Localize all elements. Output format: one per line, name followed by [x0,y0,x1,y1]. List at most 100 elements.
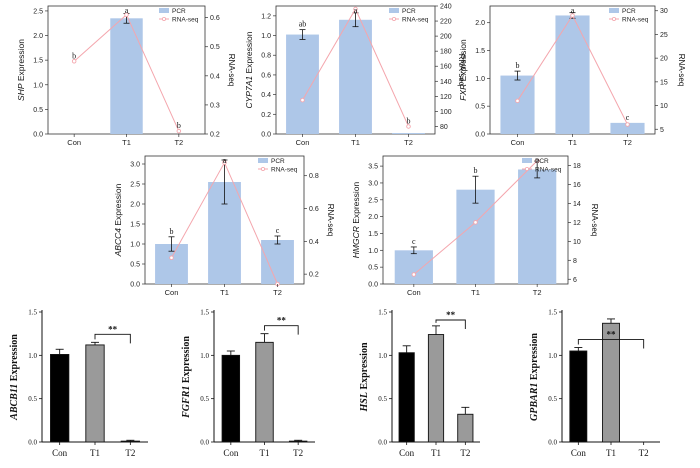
y-tick-label: 0.5 [378,395,387,403]
y-tick-label: 1.0 [378,352,387,360]
y2-tick-label: 0.6 [309,206,319,213]
rnaseq-point [625,122,630,127]
sig-letter: b [407,116,411,125]
chart-gpbar1: 0.0 0.5 1.0 1.5 Con T1 T2 ** GPBAR1 Expression [529,309,660,458]
y-tick-label: 0.0 [548,439,557,447]
y-tick-label: 0.0 [130,282,140,289]
legend-marker-rnaseq [260,166,265,171]
sig-letter: b [516,61,520,70]
y2-tick-label: 120 [440,94,452,101]
bar-pcr-t1 [110,18,143,134]
chart-shp: 0.0 0.5 1.0 1.5 2.0 2.5 0.2 0.3 0.4 0.5 0.6 b a b Con T… [16,5,236,147]
y-tick-label: 0.5 [200,395,209,403]
y-tick-label: 1.0 [33,82,43,89]
rnaseq-point [534,158,540,163]
bar-pcr-t1 [555,15,590,135]
x-tick-label: T2 [125,448,135,458]
legend-swatch-pcr [389,8,399,13]
y2-tick-label: 100 [440,109,452,116]
rnaseq-point [222,160,227,165]
x-tick-label: T2 [174,138,183,147]
y-tick-label: 0.5 [475,104,485,111]
sig-letter: c [626,113,630,122]
y-axis-label-suffix: Expression [351,181,361,226]
y-tick-label: 0.4 [261,92,271,99]
y-tick-label: 0.5 [28,395,37,403]
bar-con [221,354,241,443]
rnaseq-point [169,255,174,260]
x-tick-label: Con [511,138,525,147]
y-tick-label: 0.0 [33,132,43,139]
x-tick-label: Con [52,448,68,458]
y2-tick-label: 240 [440,4,452,11]
y-tick-label: 0.5 [33,107,43,114]
y-axis-label-suffix: Expression [16,39,26,84]
legend-label-pcr: PCR [535,158,549,165]
x-tick-label: T1 [471,288,480,297]
y-tick-label: 0.0 [200,439,209,447]
sig-letter: b [177,121,181,130]
bar-pcr-con [394,250,433,284]
y-tick-label: 2.0 [368,214,378,221]
y-tick-label: 1.0 [130,242,140,249]
y-tick-label: 1.5 [28,309,37,317]
significance-bracket [94,333,131,344]
rnaseq-point [411,272,417,277]
y2-tick-label: 6 [573,277,577,284]
x-tick-label: T2 [533,288,542,297]
y2-tick-label: 16 [573,182,581,189]
y-tick-label: 2.0 [130,202,140,209]
bar-pcr-t2 [518,169,557,284]
y2-tick-label: 15 [660,79,668,86]
y-axis-label: GPBAR1 Expression [529,333,540,421]
y-tick-label: 1.2 [261,13,271,20]
y-tick-label: 0.2 [261,112,271,119]
sig-letter: a [125,6,129,15]
y-tick-label: 0.0 [261,132,271,139]
y-tick-label: 1.5 [368,231,378,238]
y2-tick-label: 0.2 [210,132,220,139]
x-tick-label: T1 [568,138,577,147]
x-tick-label: T1 [220,288,229,297]
y-tick-label: 0.8 [261,53,271,60]
bar-t2 [457,413,474,443]
y-axis-label-gene: GPBAR1 [529,383,540,421]
rnaseq-point [124,12,129,17]
y-tick-label: 1.5 [548,309,557,317]
significance-label: ** [277,316,287,326]
y-tick-label: 1.5 [378,309,387,317]
legend-label-rnaseq: RNA-seq [402,17,429,24]
y-tick-label: 1.0 [200,352,209,360]
bar-pcr-t1 [456,189,495,284]
legend-label-rnaseq: RNA-seq [271,167,298,174]
y-axis-label-suffix: Expression [359,342,370,392]
significance-bracket [264,325,299,335]
chart-cyp7a1: 0.0 0.2 0.4 0.6 0.8 1.0 1.2 80 100 120 140 160 180 20… [244,4,466,148]
y-tick-label: 2.5 [33,8,43,15]
x-tick-label: Con [223,448,239,458]
significance-bracket [577,339,645,349]
x-tick-label: Con [399,448,415,458]
y-axis-label-gene: ABCC4 [113,228,123,258]
y2-tick-label: 14 [573,201,581,208]
x-tick-label: T1 [351,138,360,147]
y-axis-label-gene: HSL [359,392,370,412]
bar-t1 [427,334,445,443]
sig-letter: c [412,237,416,246]
y-tick-label: 0.5 [368,265,378,272]
rnaseq-point [473,220,478,225]
y-tick-label: 1.0 [475,76,485,83]
y2-tick-label: 0.6 [210,15,220,22]
y2-tick-label: 80 [440,124,448,131]
y2-tick-label: 0.8 [309,173,319,180]
y-tick-label: 1.0 [548,352,557,360]
y-tick-label: 1.0 [261,33,271,40]
bar-pcr-con [286,34,319,134]
y2-tick-label: 18 [573,163,581,170]
chart-fxr: 0.0 0.5 1.0 1.5 2.0 5 10 15 20 25 30 b a c Con T1 T2 PCR R… [458,5,686,147]
y-axis-label: HSL Expression [359,342,370,412]
x-tick-label: Con [165,288,179,297]
rnaseq-point [570,13,575,18]
y2-tick-label: 5 [660,127,664,134]
